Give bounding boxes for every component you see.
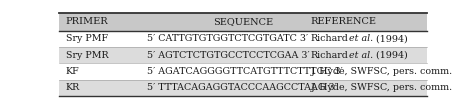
Bar bbox=[59, 64, 427, 80]
Bar bbox=[59, 47, 427, 64]
Text: et al.: et al. bbox=[349, 34, 373, 44]
Text: Sry PMR: Sry PMR bbox=[66, 51, 109, 60]
Text: PRIMER: PRIMER bbox=[66, 17, 109, 26]
Bar bbox=[59, 13, 427, 31]
Text: (1994): (1994) bbox=[373, 51, 408, 60]
Bar bbox=[59, 31, 427, 47]
Text: (1994): (1994) bbox=[373, 34, 408, 44]
Text: J. Hyde, SWFSC, pers. comm.: J. Hyde, SWFSC, pers. comm. bbox=[311, 67, 453, 76]
Text: REFERENCE: REFERENCE bbox=[311, 17, 377, 26]
Text: Sry PMF: Sry PMF bbox=[66, 34, 108, 44]
Text: 5′ AGATCAGGGGTTCATGTTTCTTTGC 3′: 5′ AGATCAGGGGTTCATGTTTCTTTGC 3′ bbox=[147, 67, 343, 76]
Text: SEQUENCE: SEQUENCE bbox=[213, 17, 273, 26]
Text: 5′ TTTACAGAGGTACCCAAGCCTAAG 3′: 5′ TTTACAGAGGTACCCAAGCCTAAG 3′ bbox=[147, 83, 337, 92]
Text: 5′ CATTGTGTGGTCTCGTGATC 3′: 5′ CATTGTGTGGTCTCGTGATC 3′ bbox=[147, 34, 309, 44]
Text: et al.: et al. bbox=[349, 51, 373, 60]
Text: KF: KF bbox=[66, 67, 80, 76]
Text: J. Hyde, SWFSC, pers. comm.: J. Hyde, SWFSC, pers. comm. bbox=[311, 83, 453, 92]
Text: 5′ AGTCTCTGTGCCTCCTCGAA 3′: 5′ AGTCTCTGTGCCTCCTCGAA 3′ bbox=[147, 51, 310, 60]
Text: KR: KR bbox=[66, 83, 80, 92]
Text: Richard: Richard bbox=[311, 51, 349, 60]
Text: Richard: Richard bbox=[311, 34, 349, 44]
Bar bbox=[59, 80, 427, 96]
